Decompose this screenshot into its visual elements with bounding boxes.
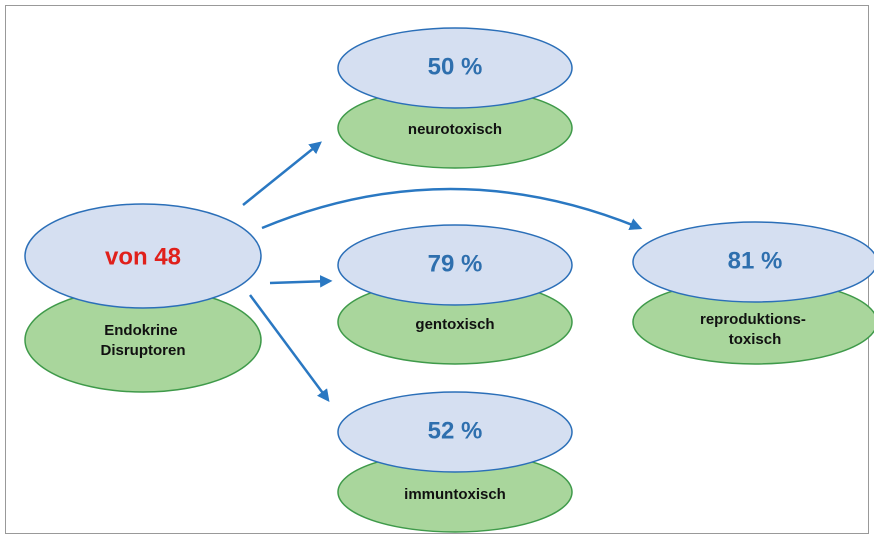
source-value: von 48 [105, 243, 181, 270]
target-value: 79 % [428, 250, 483, 277]
target-value: 52 % [428, 417, 483, 444]
arrow [261, 187, 643, 230]
target-value: 81 % [728, 247, 783, 274]
target-value-ellipse [337, 391, 573, 473]
target-label: gentoxisch [415, 316, 494, 333]
target-value: 50 % [428, 53, 483, 80]
arrow [269, 275, 333, 288]
target-value-ellipse [632, 221, 874, 303]
arrow [242, 141, 322, 206]
label-line: toxisch [729, 331, 782, 348]
target-value-ellipse [337, 27, 573, 109]
target-label: neurotoxisch [408, 121, 502, 138]
label-line: reproduktions- [700, 311, 806, 328]
target-label: reproduktions- toxisch [700, 311, 810, 348]
target-label: immuntoxisch [404, 486, 506, 503]
arrow [248, 294, 330, 403]
label-line: Disruptoren [100, 342, 185, 359]
label-line: Endokrine [104, 322, 177, 339]
source-label: Endokrine Disruptoren [100, 322, 185, 359]
target-value-ellipse [337, 224, 573, 306]
source-value-ellipse [24, 203, 262, 309]
